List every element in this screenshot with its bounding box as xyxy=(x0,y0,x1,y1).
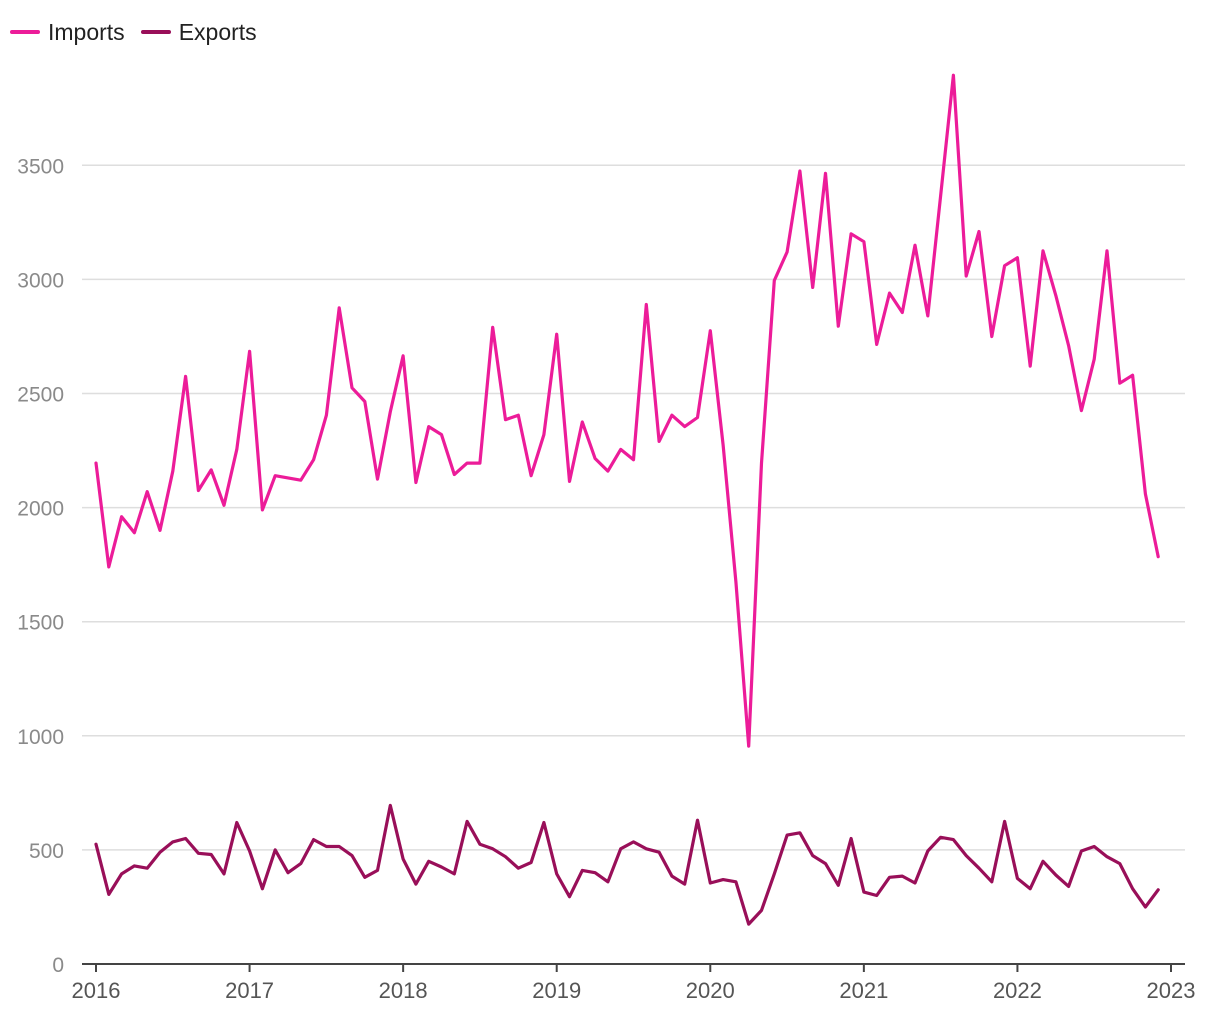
y-tick-label-3500: 3500 xyxy=(17,155,64,178)
legend-swatch-imports xyxy=(10,30,40,34)
x-tick-label-2018: 2018 xyxy=(379,978,428,1003)
legend: Imports Exports xyxy=(10,16,257,48)
y-tick-label-1000: 1000 xyxy=(17,726,64,749)
legend-label-imports: Imports xyxy=(48,18,125,45)
y-tick-label-2000: 2000 xyxy=(17,498,64,521)
plot-area xyxy=(94,73,1160,926)
series-line-imports[interactable] xyxy=(94,73,1160,748)
legend-swatch-exports xyxy=(140,30,171,34)
x-tick-label-2022: 2022 xyxy=(993,978,1042,1003)
series-line-exports[interactable] xyxy=(94,803,1160,926)
x-tick-label-2023: 2023 xyxy=(1147,978,1196,1003)
y-tick-label-1500: 1500 xyxy=(17,612,64,635)
x-tick-label-2019: 2019 xyxy=(532,978,581,1003)
x-tick-label-2020: 2020 xyxy=(686,978,735,1003)
y-tick-label-2500: 2500 xyxy=(17,384,64,407)
x-tick-label-2021: 2021 xyxy=(839,978,888,1003)
x-tick-label-2016: 2016 xyxy=(72,978,121,1003)
y-axis: 0 500 1000 1500 2000 2500 3000 3500 xyxy=(17,155,64,977)
legend-item-exports[interactable]: Exports xyxy=(140,18,257,46)
x-tick-label-2017: 2017 xyxy=(225,978,274,1003)
y-tick-label-3000: 3000 xyxy=(17,269,64,292)
legend-label-exports: Exports xyxy=(178,18,257,45)
x-axis: 2016 2017 2018 2019 2020 2021 2022 2023 xyxy=(72,963,1196,1003)
legend-item-imports[interactable]: Imports xyxy=(10,19,125,46)
y-tick-label-500: 500 xyxy=(29,840,64,863)
y-tick-label-0: 0 xyxy=(52,954,64,977)
